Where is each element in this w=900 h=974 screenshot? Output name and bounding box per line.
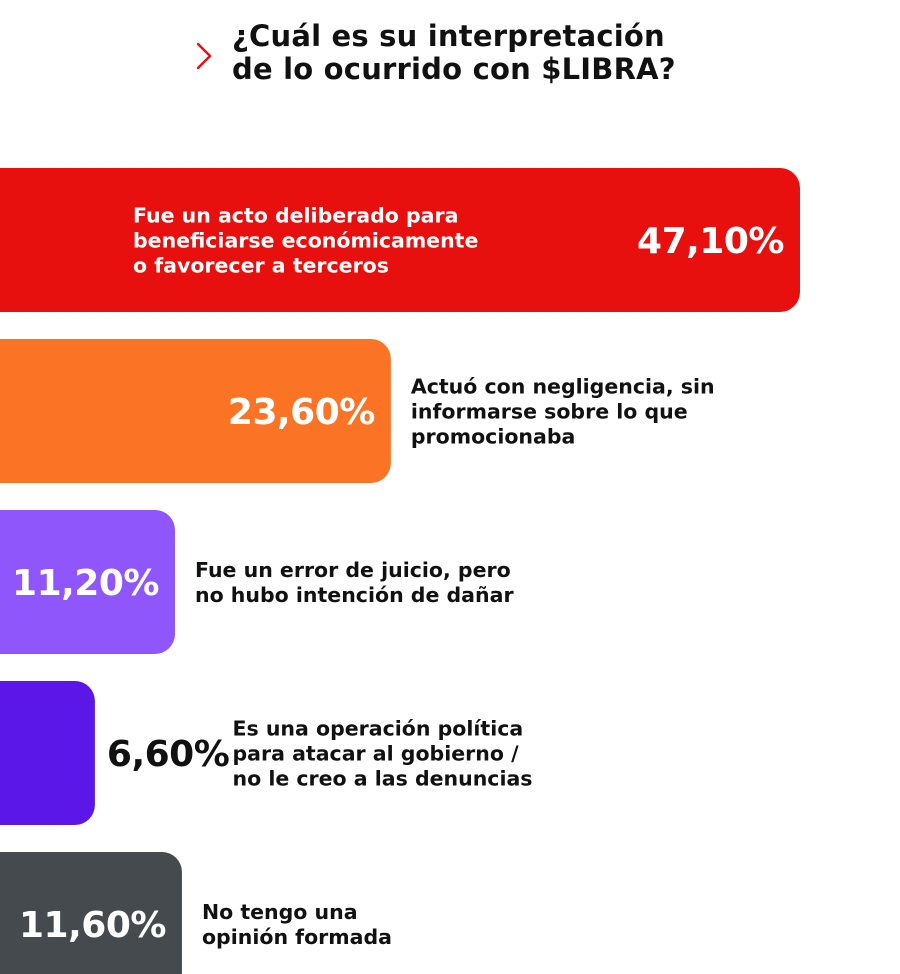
bar-category-label-4-line-1: Es una operación política (233, 716, 524, 740)
bar-value-label-3: 11,20% (12, 563, 159, 604)
chart-title: ¿Cuál es su interpretación de lo ocurrid… (232, 20, 676, 86)
bar-group-2: 23,60% Actuó con negligencia, sin informar… (0, 339, 715, 483)
bar-value-label-4: 6,60% (107, 734, 229, 775)
bar-category-label-3-line-2: no hubo intención de dañar (195, 583, 514, 607)
bar-3 (0, 510, 175, 654)
bar-category-label-1: Fue un acto deliberado para beneficiarse … (133, 203, 478, 277)
bar-5 (0, 852, 182, 974)
bar-category-label-2-line-1: Actuó con negligencia, sin (411, 374, 715, 398)
bar-category-label-1-line-2: beneficiarse económicamente (133, 228, 478, 252)
bar-category-label-2: Actuó con negligencia, sin informarse sob… (411, 374, 715, 448)
bar-category-label-5-line-2: opinión formada (202, 925, 392, 949)
bar-category-label-3: Fue un error de juicio, pero no hubo inte… (195, 558, 514, 607)
chart-title-line-1: ¿Cuál es su interpretación (232, 19, 665, 53)
bar-category-label-5-line-1: No tengo una (202, 900, 358, 924)
bar-category-label-5: No tengo una opinión formada (202, 900, 392, 949)
bar-category-label-2-line-3: promocionaba (411, 424, 576, 448)
bar-1 (0, 168, 800, 312)
bar-2 (0, 339, 391, 483)
bar-4 (0, 681, 95, 825)
bar-group-3: 11,20% Fue un error de juicio, pero no hub… (0, 510, 514, 654)
bar-value-label-1: 47,10% (637, 221, 784, 262)
bar-value-label-5: 11,60% (19, 905, 166, 946)
bar-category-label-4-line-2: para atacar al gobierno / (233, 741, 520, 765)
bar-category-label-1-line-1: Fue un acto deliberado para (133, 203, 458, 227)
bar-category-label-3-line-1: Fue un error de juicio, pero (195, 558, 511, 582)
bar-category-label-2-line-2: informarse sobre lo que (411, 399, 688, 423)
bar-value-label-2: 23,60% (228, 392, 375, 433)
bar-category-label-4: Es una operación política para atacar al … (233, 716, 533, 790)
chevron-right-icon (196, 42, 212, 70)
bar-group-5: 11,60% No tengo una opinión formada (0, 852, 392, 974)
bar-group-4: 6,60%Es una operación política para ataca… (0, 681, 533, 825)
bar-category-label-1-line-3: o favorecer a terceros (133, 253, 389, 277)
bar-category-label-4-line-3: no le creo a las denuncias (233, 766, 533, 790)
bar-group-1: 47,10% Fue un acto deliberado para benefic… (0, 168, 800, 312)
chart-title-line-2: de lo ocurrido con $LIBRA? (232, 52, 676, 86)
